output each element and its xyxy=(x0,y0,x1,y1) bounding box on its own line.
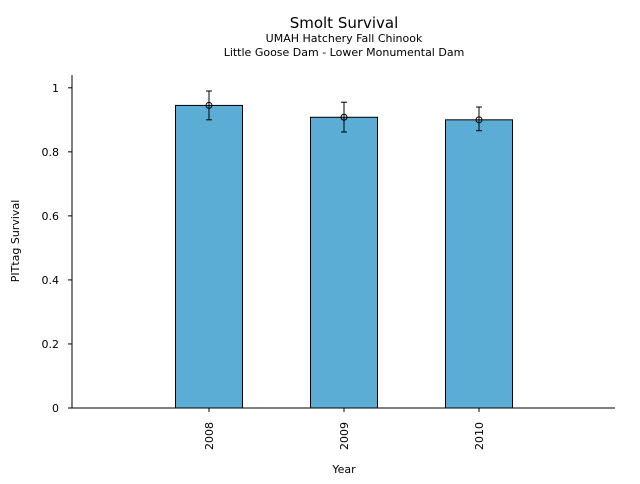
point-marker-2010 xyxy=(475,116,483,124)
point-marker-2008 xyxy=(205,101,213,109)
y-tick-label-2: 0.4 xyxy=(42,274,60,287)
y-ticks-layer: 0 0.2 0.4 0.6 0.8 1 xyxy=(42,82,72,415)
x-ticks-layer: 2008 2009 2010 xyxy=(203,408,486,450)
x-tick-label-2009: 2009 xyxy=(338,422,351,450)
bar-2010 xyxy=(445,119,513,409)
x-tick-label-2010: 2010 xyxy=(473,422,486,450)
y-tick-label-1: 0.2 xyxy=(42,338,60,351)
bar-2009 xyxy=(310,116,378,409)
x-axis-label: Year xyxy=(331,463,356,476)
y-tick-label-4: 0.8 xyxy=(42,146,60,159)
chart-title: Smolt Survival xyxy=(290,14,399,32)
chart-subtitle-line-1: UMAH Hatchery Fall Chinook xyxy=(266,32,423,45)
y-tick-label-0: 0 xyxy=(52,402,59,415)
error-bars-layer xyxy=(206,90,482,133)
points-layer xyxy=(205,101,483,124)
x-tick-label-2008: 2008 xyxy=(203,422,216,450)
y-axis-label: PITtag Survival xyxy=(9,200,22,282)
chart-subtitle-line-2: Little Goose Dam - Lower Monumental Dam xyxy=(224,46,465,59)
bars-layer xyxy=(175,104,513,409)
y-tick-label-3: 0.6 xyxy=(42,210,60,223)
y-tick-label-5: 1 xyxy=(52,82,59,95)
bar-2008 xyxy=(175,104,243,409)
point-marker-2009 xyxy=(340,113,348,121)
